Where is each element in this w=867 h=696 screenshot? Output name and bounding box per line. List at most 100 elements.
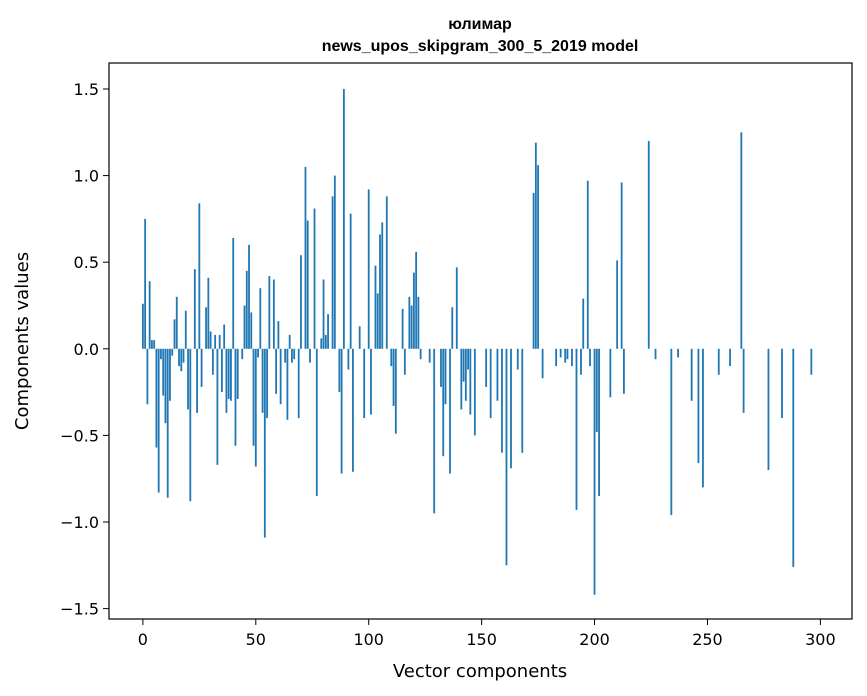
y-tick-label: −1.5 [60,600,99,619]
bar [272,279,275,349]
bar [153,340,156,349]
bar [593,348,596,595]
y-tick-label: 1.5 [74,80,99,99]
bar [347,348,350,370]
plot-frame [108,62,853,620]
bar [261,348,264,413]
bar [559,348,562,358]
bar [376,293,379,349]
bar [245,270,248,349]
bar [227,348,230,400]
chart-title: юлимар [448,16,512,33]
bar [218,334,221,349]
bar [236,348,239,400]
y-tick-label: 0.5 [74,253,99,272]
bar [216,348,219,465]
bar [623,348,625,394]
bar [146,348,149,405]
bar [521,348,524,453]
bar [582,298,585,349]
bar [173,319,176,349]
x-tick-label: 250 [692,630,723,649]
bar [205,307,208,349]
bar [496,348,499,401]
bar [160,348,162,360]
bar [532,192,535,349]
bar [257,348,259,358]
bar [740,132,743,349]
bar [505,348,508,566]
bar [654,348,657,360]
bar [148,281,151,349]
bar [322,279,325,349]
bar [464,348,467,401]
bar [211,348,214,375]
bar [259,288,262,349]
bar [254,348,257,467]
bar [419,348,422,360]
bar [293,348,296,360]
bar [410,305,413,349]
bar [284,348,287,363]
x-axis-label: Vector components [393,661,567,682]
bar [155,348,158,448]
y-tick-label: 0.0 [74,340,99,359]
bar [444,348,447,405]
bar [300,255,302,349]
bar [162,348,165,396]
bar [209,331,212,349]
bar [349,213,352,349]
bar [729,348,731,367]
bar [580,348,582,375]
bar [288,334,291,349]
bar [370,348,372,415]
bar [381,222,384,349]
y-tick-label: −1.0 [60,513,99,532]
x-tick-label: 300 [805,630,836,649]
bar [677,348,680,358]
bar [193,269,196,349]
bar [207,277,210,349]
bar [485,348,488,387]
bar [184,310,187,349]
bar [575,348,578,510]
bar [304,166,307,349]
bar [187,348,189,410]
bar [266,348,268,419]
bar [223,324,226,349]
bar [367,189,370,349]
bar [232,237,235,349]
bar [586,180,589,349]
bar [182,348,185,363]
bar [670,348,673,516]
bar [333,175,336,349]
bar [169,348,171,401]
bar [230,348,232,401]
bar [342,88,345,349]
y-axis-label: Components values [12,252,33,430]
bar [534,142,537,349]
bar [358,326,361,349]
x-tick-label: 150 [466,630,497,649]
bar [501,348,503,453]
bar [541,348,544,379]
bar [455,267,458,349]
bar [331,196,334,349]
bar [647,140,650,349]
bar [510,348,512,469]
bar [566,348,569,360]
bar [598,348,600,497]
bar [324,334,327,349]
bar [286,348,289,420]
bar [315,348,318,497]
bar [306,220,309,349]
bar [340,348,343,474]
bar [442,348,445,457]
bar [189,348,192,502]
bar [690,348,693,401]
x-tick-label: 200 [579,630,610,649]
bar [221,348,223,393]
bar [473,348,476,436]
bar [781,348,783,419]
